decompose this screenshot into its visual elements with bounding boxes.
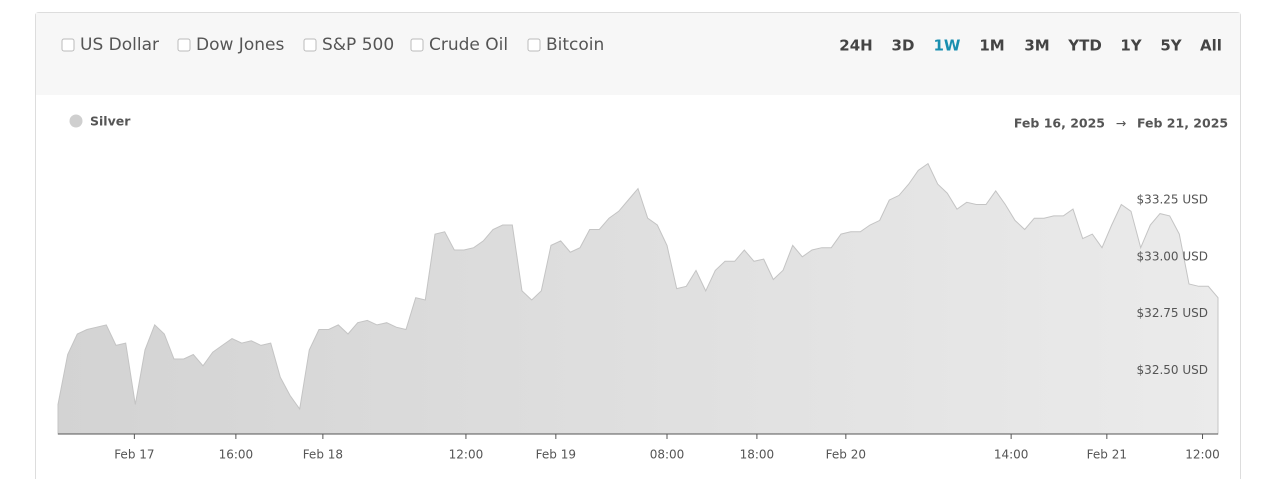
range-button[interactable]: 5Y: [1160, 37, 1182, 55]
x-tick-label: Feb 19: [536, 448, 576, 462]
x-tick-label: 12:00: [1185, 448, 1220, 462]
x-tick-label: Feb 18: [303, 448, 343, 462]
checkbox-label[interactable]: Bitcoin: [546, 35, 604, 55]
legend-label: Silver: [90, 114, 131, 129]
legend-swatch: [69, 114, 83, 128]
range-button[interactable]: 3M: [1024, 37, 1049, 55]
x-tick-label: Feb 17: [114, 448, 154, 462]
y-tick-label: $32.50 USD: [1137, 363, 1208, 377]
checkbox-label[interactable]: US Dollar: [80, 35, 159, 55]
range-button[interactable]: 1M: [979, 37, 1004, 55]
checkbox-label[interactable]: Dow Jones: [196, 35, 284, 55]
range-button[interactable]: All: [1200, 37, 1222, 55]
checkbox[interactable]: [527, 38, 541, 52]
range-button[interactable]: 24H: [839, 37, 872, 55]
range-button[interactable]: 3D: [892, 37, 915, 55]
checkbox[interactable]: [177, 38, 191, 52]
x-tick-label: 16:00: [219, 448, 254, 462]
x-tick-label: Feb 21: [1087, 448, 1127, 462]
checkbox[interactable]: [410, 38, 424, 52]
x-tick-label: Feb 20: [826, 448, 866, 462]
x-tick-label: 12:00: [449, 448, 484, 462]
range-button[interactable]: YTD: [1067, 37, 1102, 55]
y-tick-label: $33.25 USD: [1137, 192, 1208, 206]
checkbox[interactable]: [303, 38, 317, 52]
x-tick-label: 18:00: [740, 448, 775, 462]
checkbox[interactable]: [61, 38, 75, 52]
area: [57, 162, 1219, 435]
y-tick-label: $32.75 USD: [1137, 306, 1208, 320]
y-tick-label: $33.00 USD: [1137, 249, 1208, 263]
range-button[interactable]: 1Y: [1120, 37, 1142, 55]
date-end: Feb 21, 2025: [1137, 116, 1228, 131]
x-tick-label: 14:00: [994, 448, 1029, 462]
x-tick-label: 08:00: [650, 448, 685, 462]
date-start: Feb 16, 2025: [1014, 116, 1105, 131]
arrow: →: [1116, 116, 1126, 131]
checkbox-label[interactable]: Crude Oil: [429, 35, 508, 55]
range-button[interactable]: 1W: [934, 37, 961, 55]
checkbox-label[interactable]: S&P 500: [322, 35, 394, 55]
header-bar: [36, 13, 1240, 95]
